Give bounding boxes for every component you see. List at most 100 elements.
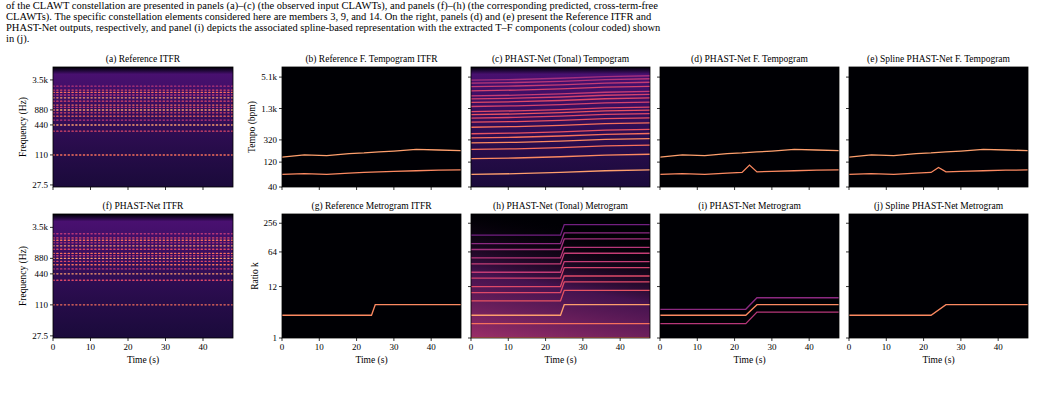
series-line <box>53 130 233 131</box>
x-tick <box>620 338 621 341</box>
y-tick <box>846 77 849 78</box>
y-tick <box>468 162 471 163</box>
x-tick <box>53 187 54 190</box>
x-tick <box>53 338 54 341</box>
series-line <box>53 104 233 105</box>
y-tick <box>846 251 849 252</box>
x-tick-label: 10 <box>504 342 514 352</box>
series-line <box>471 118 650 122</box>
x-axis-title: Time (s) <box>355 355 387 366</box>
x-tick <box>128 187 129 190</box>
caption-line: PHAST-Net outputs, respectively, and pan… <box>6 22 661 34</box>
series-line <box>471 305 650 316</box>
series-line <box>53 89 233 90</box>
plot-frame <box>660 67 839 187</box>
plot-frame <box>282 67 461 187</box>
y-tick <box>657 162 660 163</box>
panel: (g) Reference Metrogram ITFR010203040112… <box>250 201 462 366</box>
plot-frame <box>282 214 461 338</box>
y-tick <box>657 77 660 78</box>
panel: (j) Spline PHAST-Net Metrogram010203040T… <box>846 201 1028 366</box>
x-axis-title: Time (s) <box>127 355 159 366</box>
y-tick <box>846 162 849 163</box>
series-line <box>471 129 650 133</box>
x-tick-label: 20 <box>919 342 929 352</box>
y-tick <box>50 184 53 185</box>
y-tick-label: 5.1k <box>261 72 277 82</box>
y-tick <box>657 338 660 339</box>
series-line <box>282 170 461 174</box>
plot-frame <box>849 214 1028 338</box>
y-tick <box>657 108 660 109</box>
plot-area <box>53 67 233 187</box>
y-tick <box>846 187 849 188</box>
x-tick <box>356 338 357 341</box>
y-tick <box>468 187 471 188</box>
x-tick-label: 0 <box>847 342 852 352</box>
series-line <box>471 154 650 158</box>
series-line <box>53 261 233 262</box>
x-tick-label: 40 <box>427 342 437 352</box>
y-tick <box>468 108 471 109</box>
plot-area <box>660 149 839 174</box>
series-line <box>282 149 461 157</box>
y-tick <box>279 162 282 163</box>
x-tick <box>886 187 887 190</box>
y-tick <box>657 223 660 224</box>
panel: (h) PHAST-Net (Tonal) Metrogram010203040… <box>468 201 650 366</box>
series-line <box>53 253 233 254</box>
y-tick <box>657 286 660 287</box>
y-tick-label: 320 <box>264 135 278 145</box>
y-tick-label: 12 <box>268 282 277 292</box>
series-line <box>53 92 233 93</box>
series-line <box>282 305 461 316</box>
plot-background <box>471 214 650 338</box>
x-tick <box>508 338 509 341</box>
panel-title: (e) Spline PHAST-Net F. Tempogram <box>867 54 1011 65</box>
series-line <box>53 85 233 86</box>
x-tick-label: 40 <box>994 342 1004 352</box>
panel-title: (i) PHAST-Net Metrogram <box>698 201 801 212</box>
series-line <box>53 154 233 155</box>
series-line <box>471 239 650 250</box>
panel: (a) Reference ITFR27.51104408803.5kFrequ… <box>18 54 233 190</box>
x-tick <box>128 338 129 341</box>
x-tick <box>319 338 320 341</box>
y-tick <box>50 258 53 259</box>
y-tick-label: 440 <box>35 120 49 130</box>
y-tick-label: 1 <box>273 333 278 343</box>
plot-area <box>282 305 461 316</box>
y-tick-label: 3.5k <box>32 75 48 85</box>
panel-title: (b) Reference F. Tempogram ITFR <box>305 54 438 65</box>
x-tick <box>282 187 283 190</box>
y-tick <box>279 187 282 188</box>
plot-area <box>471 214 650 338</box>
series-line <box>660 149 839 157</box>
x-tick <box>508 187 509 190</box>
series-line <box>471 86 650 90</box>
x-tick <box>923 187 924 190</box>
plot-background <box>53 67 233 187</box>
series-line <box>53 124 233 125</box>
y-tick <box>50 79 53 80</box>
y-tick <box>657 187 660 188</box>
panel: (e) Spline PHAST-Net F. Tempogram <box>846 54 1028 190</box>
x-tick-label: 40 <box>199 342 209 352</box>
series-line <box>471 323 650 324</box>
plot-background <box>282 67 461 187</box>
x-tick <box>203 338 204 341</box>
y-tick <box>468 139 471 140</box>
y-axis-title: Ratio k <box>250 262 260 290</box>
plot-background <box>282 214 461 338</box>
panel-title: (a) Reference ITFR <box>106 54 181 65</box>
x-tick-label: 10 <box>315 342 325 352</box>
y-tick-label: 440 <box>35 269 49 279</box>
x-tick <box>582 187 583 190</box>
x-tick <box>282 338 283 341</box>
y-tick <box>468 77 471 78</box>
x-tick-label: 40 <box>616 342 626 352</box>
series-line <box>849 305 1028 316</box>
series-line <box>660 305 839 316</box>
series-line <box>471 225 650 236</box>
series-line <box>471 123 650 127</box>
